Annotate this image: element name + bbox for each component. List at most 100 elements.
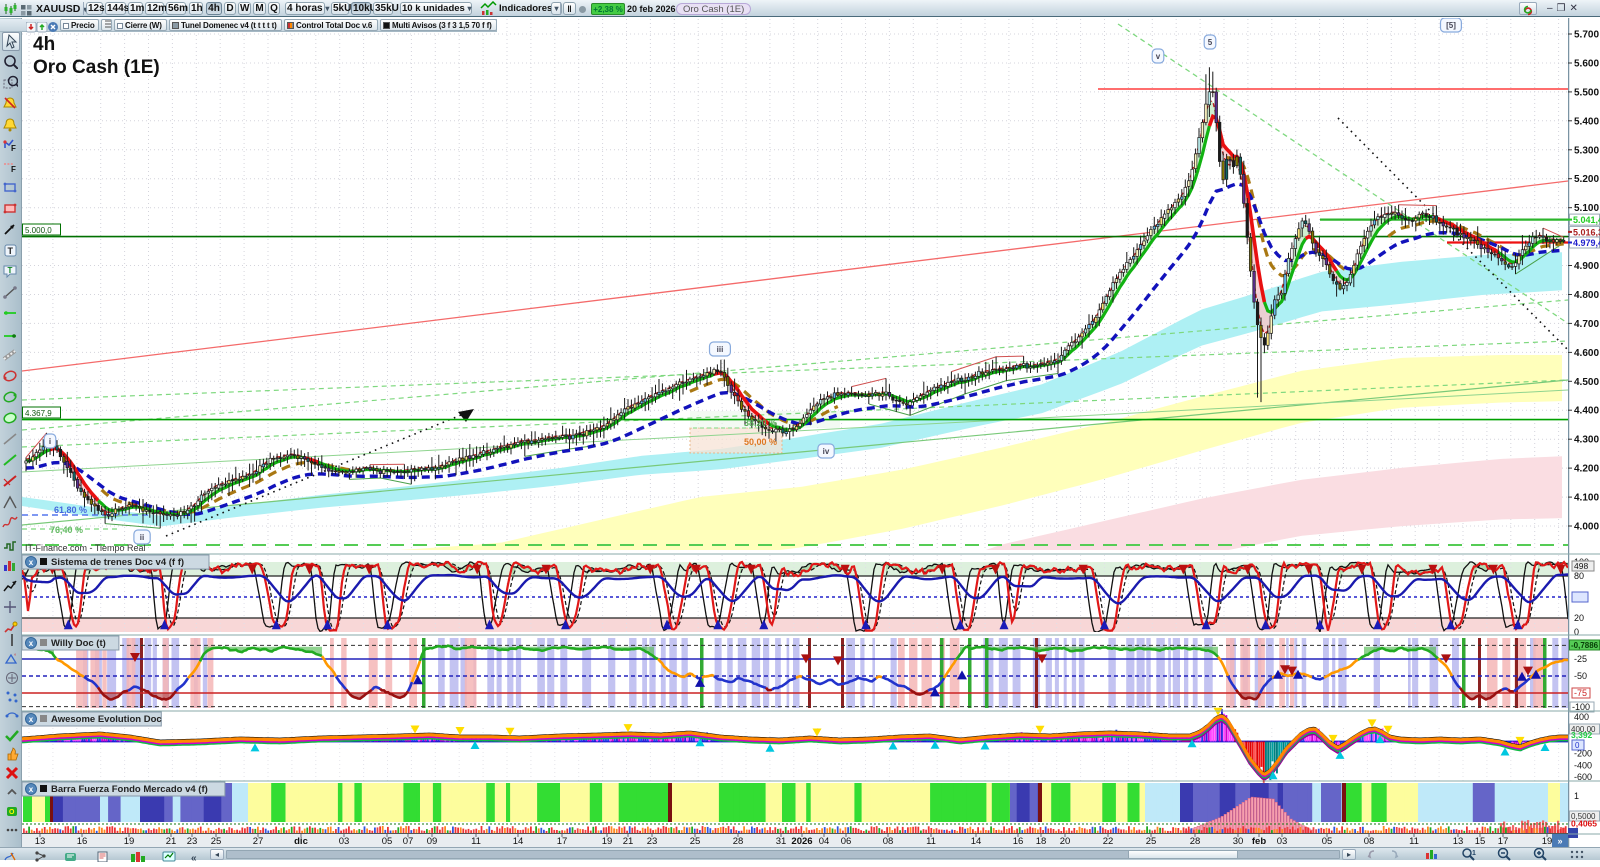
- svg-text:5.700: 5.700: [1574, 30, 1599, 41]
- svg-text:20: 20: [1060, 836, 1071, 847]
- svg-text:ii: ii: [140, 533, 144, 542]
- svg-text:5.041,4: 5.041,4: [1573, 215, 1600, 225]
- svg-text:30: 30: [1233, 836, 1244, 847]
- svg-text:17: 17: [557, 836, 568, 847]
- svg-text:O: O: [9, 809, 15, 816]
- svg-text:5: 5: [1208, 38, 1213, 47]
- svg-text:4.000: 4.000: [1574, 522, 1599, 533]
- svg-text:28: 28: [733, 836, 744, 847]
- svg-text:15: 15: [1475, 836, 1486, 847]
- svg-text:T: T: [8, 266, 13, 275]
- svg-text:5.300: 5.300: [1574, 145, 1599, 156]
- svg-text:14: 14: [971, 836, 982, 847]
- svg-text:4.800: 4.800: [1574, 290, 1599, 301]
- svg-text:23: 23: [187, 836, 198, 847]
- svg-text:19: 19: [124, 836, 135, 847]
- svg-text:F: F: [11, 165, 16, 174]
- svg-text:x: x: [29, 715, 34, 724]
- svg-text:IT-Finance.com - Tiempo Real: IT-Finance.com - Tiempo Real: [25, 543, 146, 553]
- svg-text:5.100: 5.100: [1574, 203, 1599, 214]
- svg-text:4.979,4: 4.979,4: [1573, 238, 1600, 248]
- svg-text:28: 28: [1190, 836, 1201, 847]
- svg-text:17: 17: [1498, 836, 1509, 847]
- svg-text:1: 1: [1574, 791, 1579, 801]
- svg-text:4.600: 4.600: [1574, 348, 1599, 359]
- svg-text:18: 18: [1036, 836, 1047, 847]
- svg-text:04: 04: [819, 836, 830, 847]
- svg-text:25: 25: [1146, 836, 1157, 847]
- svg-text:dic: dic: [294, 836, 308, 847]
- svg-text:4.300: 4.300: [1574, 435, 1599, 446]
- svg-text:0: 0: [1574, 627, 1579, 637]
- svg-text:0,5000: 0,5000: [1571, 812, 1596, 821]
- svg-text:16: 16: [77, 836, 88, 847]
- svg-text:-200: -200: [1574, 749, 1592, 759]
- svg-text:[5]: [5]: [1446, 21, 1456, 30]
- svg-text:5.200: 5.200: [1574, 174, 1599, 185]
- svg-text:Awesome Evolution Doc: Awesome Evolution Doc: [51, 714, 162, 725]
- svg-text:61,80 %: 61,80 %: [54, 505, 87, 515]
- svg-text:feb: feb: [1252, 836, 1266, 847]
- svg-text:76,40 %: 76,40 %: [50, 525, 83, 535]
- svg-text:5.500: 5.500: [1574, 87, 1599, 98]
- svg-text:-400: -400: [1574, 761, 1592, 771]
- svg-text:»: »: [1557, 836, 1562, 846]
- svg-text:-100: -100: [1572, 702, 1590, 712]
- svg-text:-600: -600: [1574, 772, 1592, 782]
- svg-text:Willy Doc (t): Willy Doc (t): [51, 638, 106, 649]
- svg-text:25: 25: [690, 836, 701, 847]
- svg-text:05: 05: [382, 836, 393, 847]
- svg-text:Oro Cash (1E): Oro Cash (1E): [33, 57, 160, 78]
- svg-text:11: 11: [471, 836, 481, 847]
- svg-text:4h: 4h: [33, 34, 55, 55]
- svg-text:4.400: 4.400: [1574, 406, 1599, 417]
- svg-text:Sistema de trenes Doc v4 (f f): Sistema de trenes Doc v4 (f f): [51, 557, 184, 568]
- svg-text:38,20 %: 38,20 %: [744, 418, 777, 428]
- svg-text:25: 25: [211, 836, 222, 847]
- svg-text:0: 0: [1575, 741, 1580, 750]
- svg-text:x: x: [29, 639, 34, 648]
- svg-text:4.200: 4.200: [1574, 464, 1599, 475]
- svg-text:09: 09: [427, 836, 438, 847]
- svg-text:Barra Fuerza Fondo Mercado v4: Barra Fuerza Fondo Mercado v4 (f): [51, 784, 208, 795]
- svg-text:31: 31: [776, 836, 787, 847]
- svg-text:06: 06: [841, 836, 852, 847]
- svg-text:07: 07: [403, 836, 414, 847]
- svg-text:iv: iv: [823, 447, 830, 456]
- svg-text:-0,7886: -0,7886: [1571, 641, 1599, 650]
- svg-text:498: 498: [1574, 561, 1588, 571]
- svg-text:2026: 2026: [791, 836, 812, 847]
- svg-text:08: 08: [1364, 836, 1375, 847]
- svg-text:4.367,9: 4.367,9: [25, 409, 52, 418]
- svg-text:5.000,0: 5.000,0: [25, 226, 52, 235]
- svg-text:16: 16: [1013, 836, 1024, 847]
- svg-text:22: 22: [1103, 836, 1114, 847]
- svg-text:4.500: 4.500: [1574, 377, 1599, 388]
- svg-text:4.900: 4.900: [1574, 261, 1599, 272]
- svg-text:400: 400: [1574, 712, 1589, 722]
- svg-text:20: 20: [1574, 613, 1584, 623]
- svg-text:80: 80: [1574, 571, 1584, 581]
- svg-text:19: 19: [602, 836, 613, 847]
- svg-text:3,392: 3,392: [1571, 730, 1593, 740]
- svg-text:03: 03: [1277, 836, 1288, 847]
- svg-text:03: 03: [339, 836, 350, 847]
- svg-text:1: 1: [1472, 850, 1476, 857]
- svg-text:°: °: [14, 654, 17, 660]
- svg-text:13: 13: [35, 836, 46, 847]
- svg-text:11: 11: [926, 836, 936, 847]
- svg-text:21: 21: [166, 836, 177, 847]
- svg-text:50,00 %: 50,00 %: [744, 437, 777, 447]
- svg-text:x: x: [29, 558, 34, 567]
- svg-text:i: i: [49, 437, 51, 446]
- svg-text:4.700: 4.700: [1574, 319, 1599, 330]
- svg-text:4.100: 4.100: [1574, 493, 1599, 504]
- svg-text:27: 27: [253, 836, 264, 847]
- svg-text:5.600: 5.600: [1574, 59, 1599, 70]
- svg-text:5.400: 5.400: [1574, 116, 1599, 127]
- svg-text:11: 11: [1409, 836, 1419, 847]
- svg-text:-50: -50: [1574, 671, 1587, 681]
- svg-text:23: 23: [647, 836, 658, 847]
- svg-text:«: «: [191, 853, 197, 862]
- svg-text:x: x: [29, 785, 34, 794]
